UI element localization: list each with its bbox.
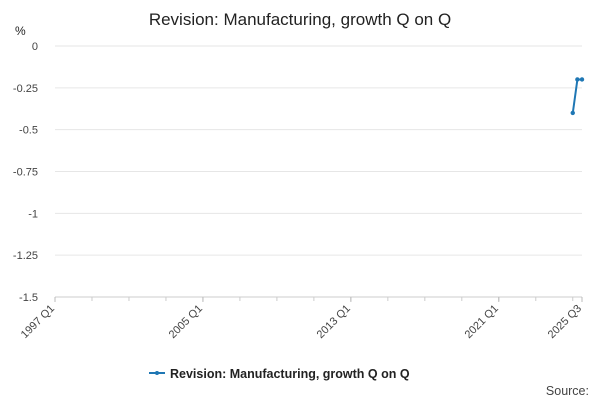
- data-point[interactable]: [579, 77, 585, 82]
- x-tick-label: 2021 Q1: [463, 303, 501, 341]
- data-point[interactable]: [570, 110, 575, 116]
- y-tick-label: 0: [32, 41, 38, 53]
- legend-swatch-marker: [155, 371, 159, 375]
- y-tick-label: -1.5: [19, 292, 38, 304]
- x-tick-label: 2013 Q1: [315, 303, 353, 341]
- source-label: Source:: [546, 384, 589, 398]
- gridlines: [55, 45, 582, 298]
- y-axis-ticks: 0 -0.25 -0.5 -0.75 -1 -1.25 -1.5: [13, 41, 38, 304]
- x-tick-label: 2005 Q1: [167, 303, 205, 341]
- legend[interactable]: Revision: Manufacturing, growth Q on Q: [149, 367, 410, 381]
- series-line: [571, 78, 582, 114]
- data-point[interactable]: [575, 77, 580, 82]
- x-axis-ticks: 1997 Q1 2005 Q1 2013 Q1 2021 Q1 2025 Q3: [19, 297, 584, 341]
- y-tick-label: -0.5: [19, 125, 38, 137]
- legend-label: Revision: Manufacturing, growth Q on Q: [170, 367, 410, 381]
- x-axis-minor-ticks: [54, 297, 574, 301]
- y-tick-label: -0.75: [13, 167, 38, 179]
- series-layer: [570, 77, 585, 116]
- x-tick-label: 1997 Q1: [19, 303, 57, 341]
- chart-title: Revision: Manufacturing, growth Q on Q: [149, 10, 451, 29]
- y-tick-label: -1.25: [13, 250, 38, 262]
- x-tick-label: 2025 Q3: [546, 303, 584, 341]
- y-axis-unit-label: %: [15, 24, 26, 38]
- y-tick-label: -0.25: [13, 83, 38, 95]
- y-tick-label: -1: [28, 208, 38, 220]
